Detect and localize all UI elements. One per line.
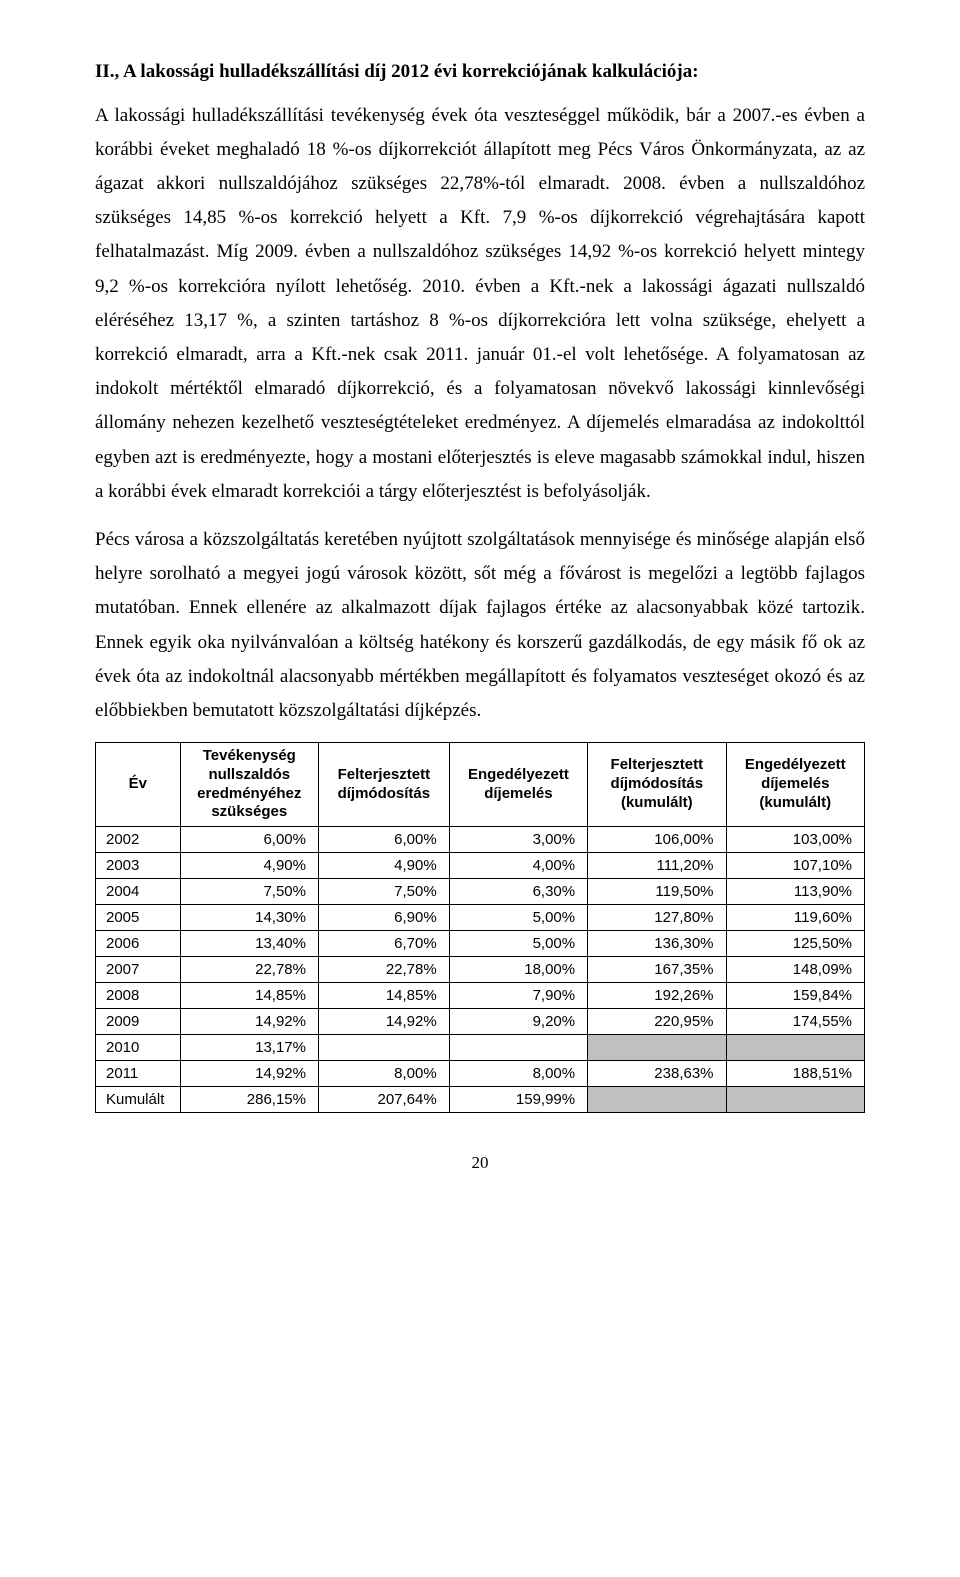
- cell-felterjesztett: 14,92%: [318, 1009, 449, 1035]
- table-row: 200914,92%14,92%9,20%220,95%174,55%: [96, 1009, 865, 1035]
- paragraph-2: Pécs városa a közszolgáltatás keretében …: [95, 523, 865, 728]
- cell-nullszaldos: 6,00%: [180, 827, 318, 853]
- table-row: 200514,30%6,90%5,00%127,80%119,60%: [96, 905, 865, 931]
- cell-felterjesztett-kumulalt: [588, 1035, 726, 1061]
- cell-felterjesztett: 6,70%: [318, 931, 449, 957]
- cell-felterjesztett-kumulalt: 111,20%: [588, 853, 726, 879]
- table-row: 201114,92%8,00%8,00%238,63%188,51%: [96, 1061, 865, 1087]
- section-heading: II., A lakossági hulladékszállítási díj …: [95, 60, 865, 85]
- cell-felterjesztett: 8,00%: [318, 1061, 449, 1087]
- table-row: 201013,17%: [96, 1035, 865, 1061]
- cell-felterjesztett-kumulalt: 136,30%: [588, 931, 726, 957]
- cell-felterjesztett: 207,64%: [318, 1087, 449, 1113]
- cell-engedelyezett-kumulalt: 159,84%: [726, 983, 864, 1009]
- cell-nullszaldos: 14,85%: [180, 983, 318, 1009]
- cell-year: 2008: [96, 983, 181, 1009]
- cell-felterjesztett: 14,85%: [318, 983, 449, 1009]
- cell-engedelyezett-kumulalt: 113,90%: [726, 879, 864, 905]
- cell-engedelyezett: [449, 1035, 587, 1061]
- cell-engedelyezett-kumulalt: 188,51%: [726, 1061, 864, 1087]
- cell-engedelyezett: 4,00%: [449, 853, 587, 879]
- cell-engedelyezett: 7,90%: [449, 983, 587, 1009]
- col-year: Év: [96, 743, 181, 827]
- cell-nullszaldos: 13,40%: [180, 931, 318, 957]
- cell-nullszaldos: 14,92%: [180, 1009, 318, 1035]
- table-body: 20026,00%6,00%3,00%106,00%103,00%20034,9…: [96, 827, 865, 1113]
- cell-felterjesztett-kumulalt: 106,00%: [588, 827, 726, 853]
- table-row: 200814,85%14,85%7,90%192,26%159,84%: [96, 983, 865, 1009]
- cell-nullszaldos: 7,50%: [180, 879, 318, 905]
- cell-year: 2005: [96, 905, 181, 931]
- cell-felterjesztett: 7,50%: [318, 879, 449, 905]
- cell-engedelyezett-kumulalt: 103,00%: [726, 827, 864, 853]
- cell-engedelyezett: 5,00%: [449, 905, 587, 931]
- page: II., A lakossági hulladékszállítási díj …: [0, 0, 960, 1213]
- cell-felterjesztett: [318, 1035, 449, 1061]
- cell-nullszaldos: 22,78%: [180, 957, 318, 983]
- cell-felterjesztett: 22,78%: [318, 957, 449, 983]
- cell-felterjesztett-kumulalt: 220,95%: [588, 1009, 726, 1035]
- cell-engedelyezett: 5,00%: [449, 931, 587, 957]
- cell-felterjesztett: 6,90%: [318, 905, 449, 931]
- cell-felterjesztett: 6,00%: [318, 827, 449, 853]
- cell-felterjesztett-kumulalt: 167,35%: [588, 957, 726, 983]
- table-row: 20034,90%4,90%4,00%111,20%107,10%: [96, 853, 865, 879]
- cell-nullszaldos: 13,17%: [180, 1035, 318, 1061]
- cell-engedelyezett-kumulalt: 125,50%: [726, 931, 864, 957]
- table-row: 20026,00%6,00%3,00%106,00%103,00%: [96, 827, 865, 853]
- cell-engedelyezett: 159,99%: [449, 1087, 587, 1113]
- col-felterjesztett-kumulalt: Felterjesztett díjmódosítás (kumulált): [588, 743, 726, 827]
- cell-felterjesztett-kumulalt: [588, 1087, 726, 1113]
- cell-engedelyezett: 3,00%: [449, 827, 587, 853]
- paragraph-1: A lakossági hulladékszállítási tevékenys…: [95, 99, 865, 509]
- cell-engedelyezett: 9,20%: [449, 1009, 587, 1035]
- cell-engedelyezett-kumulalt: [726, 1087, 864, 1113]
- fee-correction-table: Év Tevékenység nullszaldós eredményéhez …: [95, 742, 865, 1113]
- col-nullszaldos: Tevékenység nullszaldós eredményéhez szü…: [180, 743, 318, 827]
- cell-engedelyezett-kumulalt: [726, 1035, 864, 1061]
- cell-felterjesztett: 4,90%: [318, 853, 449, 879]
- cell-nullszaldos: 4,90%: [180, 853, 318, 879]
- cell-engedelyezett-kumulalt: 107,10%: [726, 853, 864, 879]
- cell-engedelyezett: 18,00%: [449, 957, 587, 983]
- cell-engedelyezett-kumulalt: 119,60%: [726, 905, 864, 931]
- cell-engedelyezett: 6,30%: [449, 879, 587, 905]
- cell-felterjesztett-kumulalt: 192,26%: [588, 983, 726, 1009]
- cell-nullszaldos: 286,15%: [180, 1087, 318, 1113]
- cell-year: 2007: [96, 957, 181, 983]
- cell-felterjesztett-kumulalt: 127,80%: [588, 905, 726, 931]
- cell-nullszaldos: 14,92%: [180, 1061, 318, 1087]
- cell-year: 2004: [96, 879, 181, 905]
- cell-year: 2011: [96, 1061, 181, 1087]
- table-row: Kumulált286,15%207,64%159,99%: [96, 1087, 865, 1113]
- cell-felterjesztett-kumulalt: 119,50%: [588, 879, 726, 905]
- cell-engedelyezett: 8,00%: [449, 1061, 587, 1087]
- cell-felterjesztett-kumulalt: 238,63%: [588, 1061, 726, 1087]
- table-row: 200722,78%22,78%18,00%167,35%148,09%: [96, 957, 865, 983]
- cell-year: 2009: [96, 1009, 181, 1035]
- cell-nullszaldos: 14,30%: [180, 905, 318, 931]
- cell-engedelyezett-kumulalt: 148,09%: [726, 957, 864, 983]
- table-row: 20047,50%7,50%6,30%119,50%113,90%: [96, 879, 865, 905]
- table-row: 200613,40%6,70%5,00%136,30%125,50%: [96, 931, 865, 957]
- page-number: 20: [95, 1153, 865, 1173]
- cell-year: 2003: [96, 853, 181, 879]
- cell-year: 2010: [96, 1035, 181, 1061]
- cell-year: 2002: [96, 827, 181, 853]
- cell-year: 2006: [96, 931, 181, 957]
- cell-year: Kumulált: [96, 1087, 181, 1113]
- col-engedelyezett-kumulalt: Engedélyezett díjemelés (kumulált): [726, 743, 864, 827]
- table-header-row: Év Tevékenység nullszaldós eredményéhez …: [96, 743, 865, 827]
- col-felterjesztett: Felterjesztett díjmódosítás: [318, 743, 449, 827]
- col-engedelyezett: Engedélyezett díjemelés: [449, 743, 587, 827]
- cell-engedelyezett-kumulalt: 174,55%: [726, 1009, 864, 1035]
